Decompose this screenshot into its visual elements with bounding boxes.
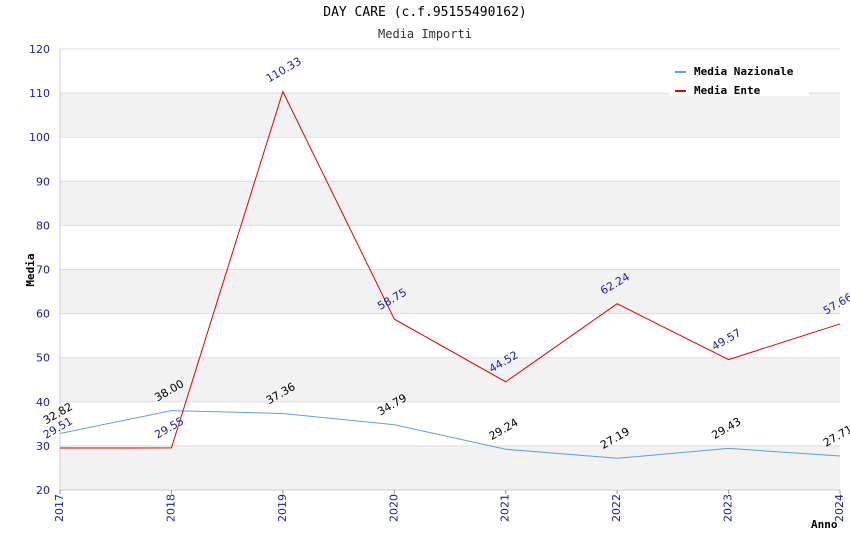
- plot-band: [60, 357, 840, 402]
- series-line: [59, 410, 841, 459]
- y-tick-label: 90: [36, 175, 50, 188]
- grid-lines: [60, 48, 840, 491]
- chart-subtitle: Media Importi: [378, 27, 472, 41]
- plot-band: [60, 93, 840, 138]
- chart-title: DAY CARE (c.f.95155490162): [323, 5, 527, 20]
- y-tick-label: 50: [36, 352, 50, 365]
- y-tick-labels: 20 30 40 50 60 70 80 90 100 110 120: [29, 43, 50, 497]
- plot-bands: [60, 93, 840, 490]
- y-tick-label: 40: [36, 396, 50, 409]
- x-tick-label: 2021: [499, 494, 512, 522]
- y-axis-label: Media: [24, 253, 37, 286]
- axes: [59, 49, 841, 494]
- plot-band: [60, 181, 840, 226]
- x-tick-label: 2020: [387, 494, 400, 522]
- x-tick-label: 2024: [833, 494, 846, 522]
- y-tick-label: 80: [36, 219, 50, 232]
- y-tick-label: 70: [36, 264, 50, 277]
- x-tick-labels: 2017 2018 2019 2020 2021 2022 2023 2024: [53, 494, 846, 522]
- series-line: [59, 90, 841, 449]
- x-axis-label: Anno: [811, 518, 838, 531]
- y-tick-label: 110: [29, 87, 50, 100]
- legend-entry: Media Nazionale: [694, 65, 794, 78]
- x-tick-label: 2023: [722, 494, 735, 522]
- data-label: 29.55: [152, 414, 186, 441]
- y-tick-label: 20: [36, 484, 50, 497]
- x-tick-label: 2019: [276, 494, 289, 522]
- data-label: 29.43: [710, 415, 744, 442]
- series-lines: [59, 90, 841, 459]
- data-label: 29.24: [487, 416, 521, 443]
- plot-band: [60, 269, 840, 314]
- x-tick-label: 2022: [610, 494, 623, 522]
- plot-band: [60, 445, 840, 490]
- legend-box: [669, 60, 809, 96]
- legend-entry: Media Ente: [694, 84, 761, 97]
- data-label: 49.57: [710, 326, 744, 353]
- y-tick-label: 60: [36, 308, 50, 321]
- y-tick-label: 100: [29, 131, 50, 144]
- data-label: 110.33: [264, 55, 304, 86]
- y-tick-label: 30: [36, 440, 50, 453]
- y-tick-label: 120: [29, 43, 50, 56]
- x-tick-label: 2018: [164, 494, 177, 522]
- x-tick-label: 2017: [53, 494, 66, 522]
- legend: Media Nazionale Media Ente: [669, 60, 809, 97]
